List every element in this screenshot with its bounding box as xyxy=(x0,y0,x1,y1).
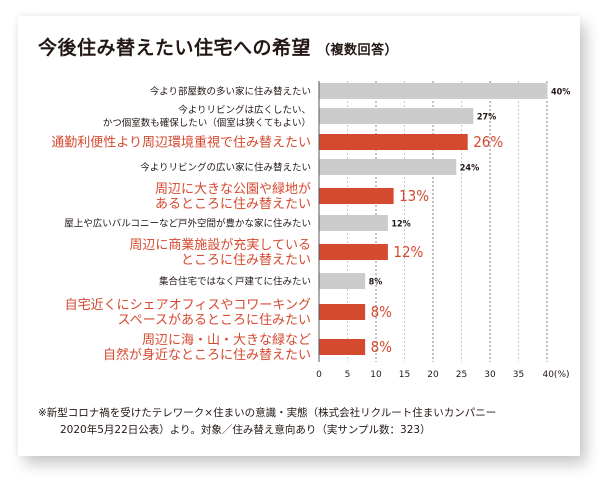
x-tick-label: 10 xyxy=(370,370,382,380)
bar xyxy=(319,215,388,231)
bar xyxy=(319,134,468,150)
x-tick-label: 40(%) xyxy=(542,370,569,380)
bar-value-label: 26% xyxy=(473,133,503,151)
category-label: 自宅近くにシェアオフィスやコワーキング xyxy=(65,298,311,313)
category-label: 自然が身近なところに住み替えたい xyxy=(103,347,311,363)
bar xyxy=(319,83,548,99)
x-tick-label: 20 xyxy=(427,370,439,380)
x-tick-label: 30 xyxy=(484,370,496,380)
category-label: 今よりリビングは広くしたい、 xyxy=(178,104,311,116)
bar-value-label: 27% xyxy=(477,113,496,123)
category-label: 周辺に大きな公園や緑地が xyxy=(155,182,311,197)
category-label: 屋上や広いバルコニーなど戸外空間が豊かな家に住みたい xyxy=(64,218,311,230)
footnote-line-1: ※新型コロナ禍を受けたテレワーク×住まいの意識・実態（株式会社リクルート住まいカ… xyxy=(38,407,497,419)
bar-value-label: 8% xyxy=(371,303,393,321)
bar-value-label: 8% xyxy=(371,338,393,356)
x-tick-label: 25 xyxy=(456,370,467,380)
bar-value-label: 12% xyxy=(393,243,423,261)
category-label: かつ個室数も確保したい（個室は狭くてもよい） xyxy=(103,117,311,129)
bar-value-label: 8% xyxy=(369,278,383,288)
category-label: 集合住宅ではなく戸建てに住みたい xyxy=(159,276,311,288)
category-label: 今よりリビングの広い家に住み替えたい xyxy=(140,162,311,174)
bar-value-label: 13% xyxy=(399,187,429,205)
footnote-line-2: 2020年5月22日公表）より。対象／住み替え意向あり（実サンプル数：323） xyxy=(60,424,431,436)
bar-value-label: 12% xyxy=(391,220,410,230)
bar-value-label: 24% xyxy=(460,164,479,174)
bar xyxy=(319,339,366,355)
category-label: あるところに住み替えたい xyxy=(155,197,311,212)
footnote: ※新型コロナ禍を受けたテレワーク×住まいの意識・実態（株式会社リクルート住まいカ… xyxy=(38,405,496,439)
bar xyxy=(319,108,474,124)
x-tick-label: 5 xyxy=(345,370,351,380)
category-label: スペースがあるところに住みたい xyxy=(118,313,311,328)
category-label: 周辺に商業施設が充実している xyxy=(129,237,311,253)
bar xyxy=(319,304,366,320)
x-tick-label: 0 xyxy=(316,370,322,380)
chart-title: 今後住み替えたい住宅への希望 （複数回答） xyxy=(38,33,398,60)
bar xyxy=(319,188,394,204)
bar xyxy=(319,159,457,175)
category-label: 通勤利便性より周辺環境重視で住み替えたい xyxy=(51,135,311,151)
title-subtitle: （複数回答） xyxy=(317,43,399,58)
bar xyxy=(319,273,366,289)
category-label: ところに住み替えたい xyxy=(181,253,311,268)
x-tick-label: 35 xyxy=(513,370,524,380)
title-text: 今後住み替えたい住宅への希望 xyxy=(38,37,312,59)
bar-value-label: 40% xyxy=(551,88,570,98)
bar xyxy=(319,244,388,260)
category-label: 今より部屋数の多い家に住み替えたい xyxy=(150,86,311,98)
category-label: 周辺に海・山・大きな緑など xyxy=(142,333,311,348)
x-tick-label: 15 xyxy=(399,370,410,380)
